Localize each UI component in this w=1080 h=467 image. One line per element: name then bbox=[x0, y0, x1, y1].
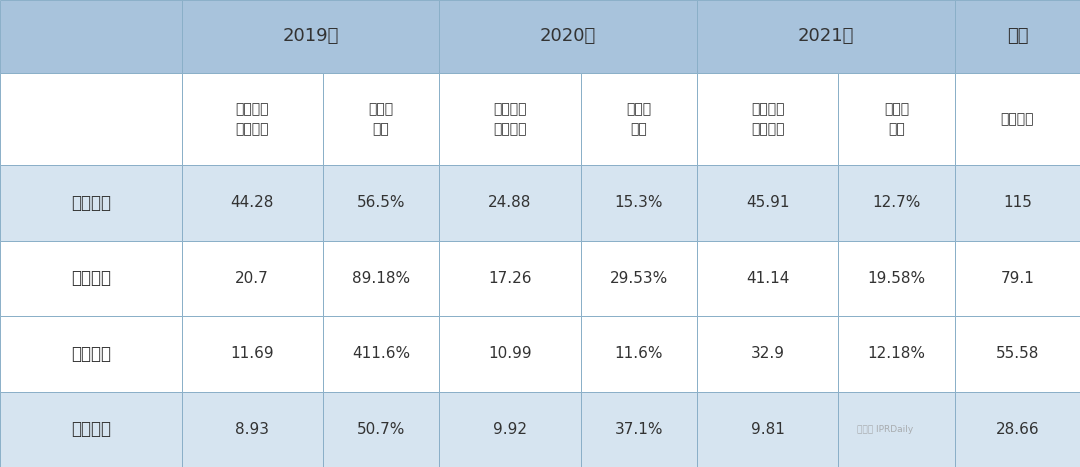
Bar bbox=[697, 73, 838, 165]
Text: 12.7%: 12.7% bbox=[873, 195, 921, 211]
Bar bbox=[181, 165, 323, 241]
Text: 115: 115 bbox=[1003, 195, 1031, 211]
Bar bbox=[581, 241, 697, 316]
Bar bbox=[697, 165, 838, 241]
Bar bbox=[955, 165, 1080, 241]
Text: 41.14: 41.14 bbox=[746, 271, 789, 286]
Text: 蕤来汽车: 蕤来汽车 bbox=[71, 194, 111, 212]
Bar bbox=[440, 165, 581, 241]
Text: 小鹏汽车: 小鹏汽车 bbox=[71, 269, 111, 287]
Bar bbox=[0, 316, 181, 391]
Text: 研发开支
（亿元）: 研发开支 （亿元） bbox=[235, 102, 269, 136]
Bar bbox=[581, 165, 697, 241]
Text: 研发开支
（亿元）: 研发开支 （亿元） bbox=[494, 102, 527, 136]
Text: 占同期
收入: 占同期 收入 bbox=[883, 102, 909, 136]
Bar bbox=[323, 316, 440, 391]
Text: 56.5%: 56.5% bbox=[356, 195, 405, 211]
Bar bbox=[697, 0, 955, 73]
Text: 32.9: 32.9 bbox=[751, 347, 785, 361]
Bar bbox=[323, 391, 440, 467]
Bar bbox=[440, 0, 697, 73]
Text: 411.6%: 411.6% bbox=[352, 347, 410, 361]
Text: 28.66: 28.66 bbox=[996, 422, 1039, 437]
Bar bbox=[838, 241, 955, 316]
Text: 45.91: 45.91 bbox=[746, 195, 789, 211]
Bar bbox=[955, 73, 1080, 165]
Bar bbox=[181, 316, 323, 391]
Text: 8.93: 8.93 bbox=[235, 422, 269, 437]
Bar bbox=[440, 391, 581, 467]
Bar bbox=[0, 73, 181, 165]
Text: 29.53%: 29.53% bbox=[610, 271, 667, 286]
Bar bbox=[323, 241, 440, 316]
Bar bbox=[323, 73, 440, 165]
Text: 2020年: 2020年 bbox=[540, 28, 596, 45]
Bar bbox=[838, 73, 955, 165]
Bar bbox=[581, 391, 697, 467]
Bar bbox=[0, 165, 181, 241]
Bar bbox=[955, 316, 1080, 391]
Text: 11.6%: 11.6% bbox=[615, 347, 663, 361]
Text: 9.92: 9.92 bbox=[492, 422, 527, 437]
Bar bbox=[955, 241, 1080, 316]
Text: 11.69: 11.69 bbox=[230, 347, 274, 361]
Bar bbox=[181, 0, 440, 73]
Text: 2021年: 2021年 bbox=[798, 28, 854, 45]
Text: 威马汽车: 威马汽车 bbox=[71, 420, 111, 438]
Bar bbox=[440, 73, 581, 165]
Text: 24.88: 24.88 bbox=[488, 195, 531, 211]
Text: 2019年: 2019年 bbox=[282, 28, 339, 45]
Bar bbox=[838, 391, 955, 467]
Bar bbox=[697, 316, 838, 391]
Bar bbox=[440, 241, 581, 316]
Text: 微信号 IPRDaily: 微信号 IPRDaily bbox=[856, 425, 913, 434]
Text: 10.99: 10.99 bbox=[488, 347, 531, 361]
Text: 12.18%: 12.18% bbox=[867, 347, 926, 361]
Bar bbox=[955, 0, 1080, 73]
Text: 44.28: 44.28 bbox=[230, 195, 274, 211]
Text: （亿元）: （亿元） bbox=[1001, 112, 1035, 126]
Bar bbox=[323, 165, 440, 241]
Bar bbox=[181, 73, 323, 165]
Bar bbox=[0, 241, 181, 316]
Text: 50.7%: 50.7% bbox=[356, 422, 405, 437]
Text: 89.18%: 89.18% bbox=[352, 271, 410, 286]
Bar bbox=[581, 316, 697, 391]
Text: 15.3%: 15.3% bbox=[615, 195, 663, 211]
Text: 合计: 合计 bbox=[1007, 28, 1028, 45]
Bar bbox=[581, 73, 697, 165]
Bar bbox=[181, 241, 323, 316]
Text: 占同期
收入: 占同期 收入 bbox=[626, 102, 651, 136]
Bar bbox=[697, 241, 838, 316]
Bar bbox=[0, 391, 181, 467]
Bar bbox=[697, 391, 838, 467]
Text: 55.58: 55.58 bbox=[996, 347, 1039, 361]
Bar bbox=[955, 391, 1080, 467]
Text: 79.1: 79.1 bbox=[1000, 271, 1035, 286]
Bar bbox=[0, 0, 181, 73]
Text: 37.1%: 37.1% bbox=[615, 422, 663, 437]
Bar bbox=[838, 165, 955, 241]
Bar bbox=[838, 316, 955, 391]
Text: 9.81: 9.81 bbox=[751, 422, 784, 437]
Text: 19.58%: 19.58% bbox=[867, 271, 926, 286]
Bar bbox=[440, 316, 581, 391]
Text: 17.26: 17.26 bbox=[488, 271, 531, 286]
Text: 占同期
收入: 占同期 收入 bbox=[368, 102, 393, 136]
Text: 20.7: 20.7 bbox=[235, 271, 269, 286]
Bar bbox=[181, 391, 323, 467]
Text: 研发开支
（亿元）: 研发开支 （亿元） bbox=[751, 102, 784, 136]
Text: 理想汽车: 理想汽车 bbox=[71, 345, 111, 363]
